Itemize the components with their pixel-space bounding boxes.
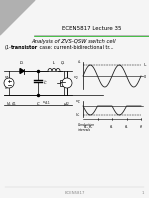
Text: $0$: $0$: [143, 72, 147, 80]
Text: $v_1$: $v_1$: [3, 74, 9, 82]
Text: $v_2$: $v_2$: [73, 74, 79, 82]
Polygon shape: [0, 0, 35, 35]
Text: $\mu I_2$: $\mu I_2$: [63, 100, 71, 108]
Text: $\theta_0,\theta_1$: $\theta_0,\theta_1$: [83, 123, 93, 131]
Text: $v_{c11}$: $v_{c11}$: [42, 100, 51, 107]
Text: 1: 1: [142, 191, 144, 195]
Text: $L$: $L$: [52, 59, 56, 66]
Text: $Q_1$: $Q_1$: [60, 60, 66, 67]
Text: case: current-bidirectional tr...: case: current-bidirectional tr...: [38, 45, 114, 50]
Text: $\mu I_2$: $\mu I_2$: [64, 79, 70, 87]
Circle shape: [4, 78, 14, 88]
Text: transistor: transistor: [11, 45, 38, 50]
Text: ECEN5817 Lecture 35: ECEN5817 Lecture 35: [62, 26, 122, 30]
Text: $\theta_3$: $\theta_3$: [124, 123, 129, 131]
FancyBboxPatch shape: [60, 80, 65, 86]
Text: $i_{11}$: $i_{11}$: [11, 100, 17, 108]
Text: $V_1$: $V_1$: [75, 111, 81, 119]
Polygon shape: [65, 81, 69, 86]
Polygon shape: [20, 69, 24, 73]
Text: $I_2$: $I_2$: [143, 61, 147, 69]
Text: Analysis of ZVS-QSW switch cell: Analysis of ZVS-QSW switch cell: [32, 38, 116, 44]
Text: $i_1$: $i_1$: [3, 84, 8, 92]
Text: $i_L$: $i_L$: [77, 58, 81, 66]
Text: $\theta_2$: $\theta_2$: [109, 123, 115, 131]
Text: $V_1$: $V_1$: [6, 100, 12, 108]
Text: $\hat{C}$: $\hat{C}$: [43, 79, 48, 87]
Text: $v_C$: $v_C$: [75, 98, 81, 106]
Text: ECEN5817: ECEN5817: [65, 191, 85, 195]
Text: $\theta$: $\theta$: [139, 123, 143, 130]
Text: $D_1$: $D_1$: [19, 59, 25, 67]
Text: (1-: (1-: [5, 45, 12, 50]
Circle shape: [62, 78, 72, 88]
Text: Conduction
intervals: Conduction intervals: [78, 123, 95, 132]
Text: $C$: $C$: [36, 100, 40, 107]
